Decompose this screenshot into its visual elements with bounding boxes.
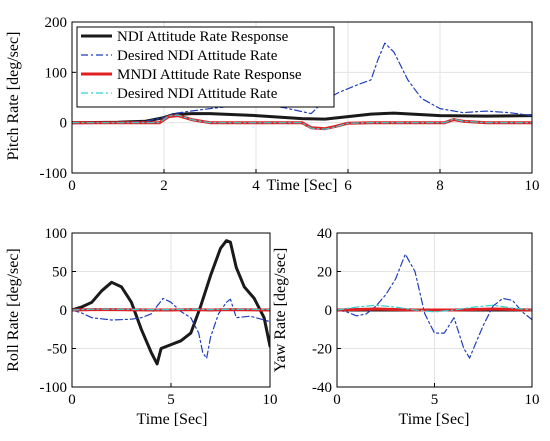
pitch-xtick-label: 2	[160, 178, 168, 194]
roll-series-line-2	[72, 297, 270, 360]
pitch-xlabel: Time [Sec]	[267, 177, 338, 194]
yaw-ytick-label: -40	[312, 380, 332, 396]
yaw-ytick-label: 20	[317, 265, 332, 281]
yaw-axes-frame	[336, 232, 533, 388]
yaw-ytick-label: 0	[325, 303, 333, 319]
pitch-xtick-label: 4	[252, 178, 260, 194]
pitch-xtick-label: 0	[68, 178, 76, 194]
pitch-ytick-label: 200	[45, 15, 68, 31]
pitch-legend-box	[76, 26, 335, 108]
pitch-rate-panel: Time [Sec] Pitch Rate [deg/sec] NDI Atti…	[5, 15, 540, 194]
roll-xlabel: Time [Sec]	[137, 411, 208, 428]
pitch-ylabel: Pitch Rate [deg/sec]	[5, 32, 22, 161]
pitch-series-line-4	[72, 114, 532, 130]
pitch-legend-label-1: NDI Attitude Rate Response	[117, 29, 289, 45]
pitch-xtick-label: 8	[436, 178, 444, 194]
pitch-axes-frame	[71, 21, 533, 174]
roll-ytick-label: 50	[52, 265, 67, 281]
yaw-series-line-4	[337, 304, 532, 313]
pitch-xtick-label: 6	[344, 178, 352, 194]
yaw-ylabel: Yaw Rate [deg/sec]	[272, 248, 289, 373]
roll-ytick-label: -50	[47, 342, 67, 358]
pitch-legend-label-4: Desired NDI Attitude Rate	[117, 86, 278, 102]
roll-xtick-label: 10	[263, 392, 278, 408]
roll-ylabel: Roll Rate [deg/sec]	[5, 248, 22, 372]
roll-ytick-label: 100	[45, 226, 68, 242]
pitch-legend: NDI Attitude Rate Response Desired NDI A…	[76, 26, 335, 108]
pitch-legend-label-2: Desired NDI Attitude Rate	[117, 48, 278, 64]
roll-series-line-4	[72, 308, 270, 311]
roll-series-line-1	[72, 239, 270, 366]
pitch-series-line-2	[72, 42, 532, 124]
pitch-ytick-label: -100	[40, 166, 68, 182]
roll-xtick-label: 0	[68, 392, 76, 408]
yaw-rate-panel: Time [Sec] Yaw Rate [deg/sec] 0 5 10 -40 -20…	[272, 226, 540, 428]
yaw-xtick-label: 0	[333, 392, 341, 408]
pitch-ytick-label: 0	[60, 116, 68, 132]
pitch-xtick-label: 10	[525, 178, 540, 194]
roll-rate-panel: Time [Sec] Roll Rate [deg/sec] 0 5 10 -100 -…	[5, 226, 278, 428]
pitch-legend-label-3: MNDI Attitude Rate Response	[117, 67, 302, 83]
yaw-xtick-label: 10	[525, 392, 540, 408]
pitch-ytick-label: 100	[45, 65, 68, 81]
yaw-series-line-3	[337, 307, 532, 312]
roll-axes-frame	[71, 232, 271, 388]
yaw-xtick-label: 5	[431, 392, 439, 408]
pitch-series-line-1	[72, 111, 532, 125]
yaw-xlabel: Time [Sec]	[399, 411, 470, 428]
yaw-ytick-label: 40	[317, 226, 332, 242]
yaw-ytick-label: -20	[312, 342, 332, 358]
roll-xtick-label: 5	[167, 392, 175, 408]
roll-ytick-label: 0	[60, 303, 68, 319]
roll-ytick-label: -100	[40, 380, 68, 396]
